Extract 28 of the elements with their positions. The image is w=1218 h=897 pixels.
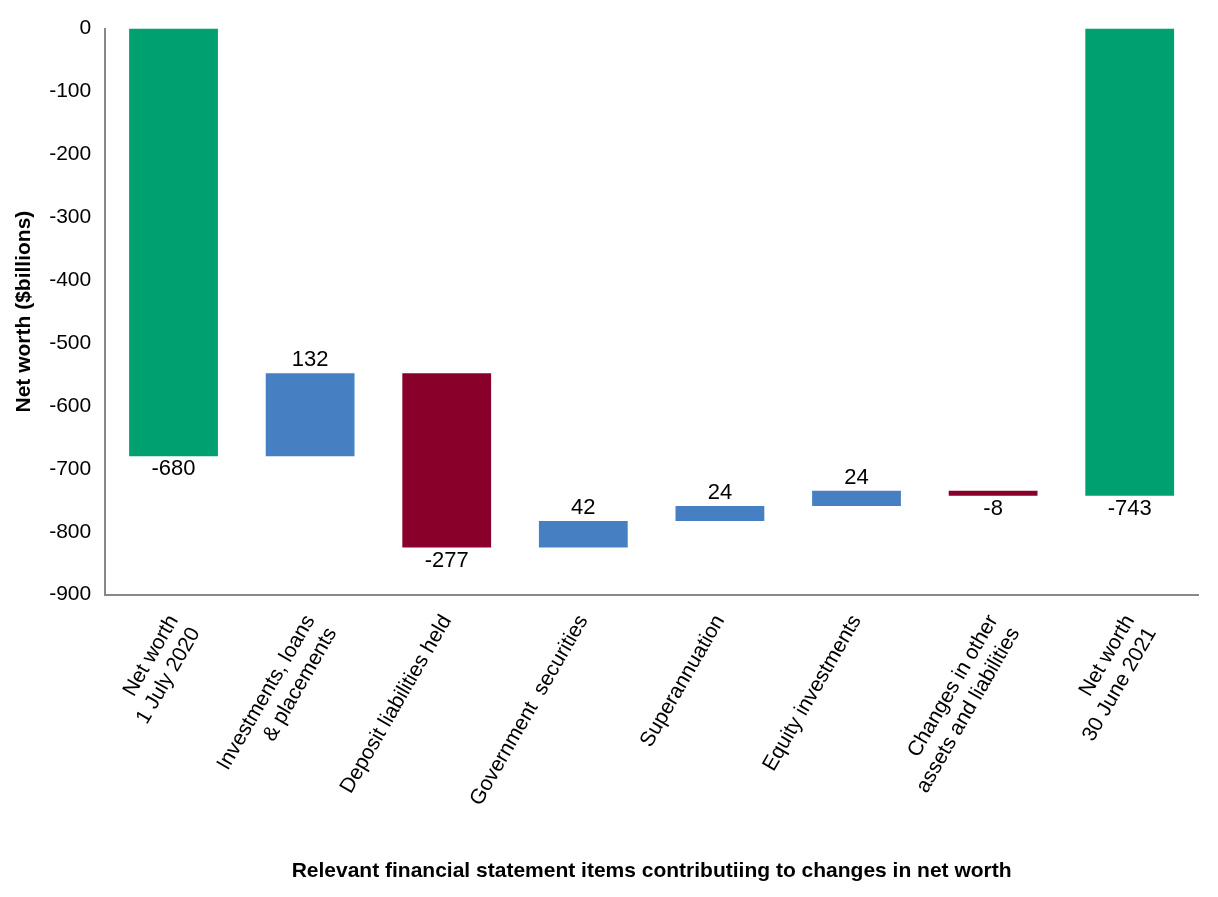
data-label: -277: [424, 546, 469, 572]
data-label: 132: [291, 346, 329, 372]
y-tick-label: -600: [49, 392, 92, 416]
bar: [1085, 28, 1175, 496]
y-tick-label: -700: [49, 455, 92, 479]
y-tick-label: -400: [49, 266, 92, 290]
y-tick-label: -100: [49, 78, 92, 102]
bar: [948, 490, 1038, 496]
y-tick-label: 0: [79, 15, 92, 39]
bar: [812, 490, 901, 506]
data-label: 42: [571, 494, 596, 520]
x-axis-title: Relevant financial statement items contributiing to changes in net worth: [291, 858, 1012, 882]
data-label: 24: [707, 479, 733, 504]
y-tick-label: -900: [49, 581, 92, 605]
y-tick-label: -800: [49, 518, 92, 542]
y-tick-label: -500: [49, 329, 92, 353]
y-tick-label: -300: [49, 204, 92, 228]
data-label: -8: [983, 494, 1003, 520]
data-label: 24: [844, 463, 869, 489]
bar: [129, 28, 218, 457]
data-label: -680: [151, 455, 196, 481]
bar: [402, 373, 492, 548]
bar: [265, 373, 355, 457]
y-axis-title: Net worth ($billions): [11, 210, 35, 413]
bar: [675, 505, 765, 522]
bar: [538, 521, 628, 548]
data-label: -743: [1107, 494, 1152, 520]
y-tick-label: -200: [49, 141, 92, 165]
